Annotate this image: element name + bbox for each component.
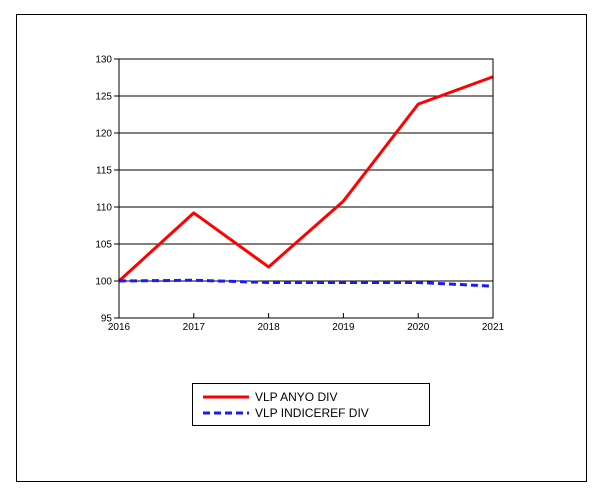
series-line-vlp-anyo-div — [117, 75, 494, 283]
y-tick-label: 115 — [96, 166, 112, 177]
legend-label: VLP INDICEREF DIV — [255, 406, 369, 420]
x-tick-label: 2020 — [407, 322, 430, 333]
legend: VLP ANYO DIV VLP INDICEREF DIV — [192, 383, 430, 426]
legend-item-vlp-indiceref-div: VLP INDICEREF DIV — [203, 405, 369, 421]
y-tick-label: 95 — [101, 314, 113, 325]
y-tick-label: 100 — [95, 277, 112, 288]
y-axis-ticks: 95 100 105 110 115 120 125 130 — [95, 55, 119, 325]
y-tick-label: 105 — [95, 240, 112, 251]
x-tick-label: 2018 — [257, 322, 280, 333]
x-tick-label: 2021 — [482, 322, 505, 333]
legend-item-vlp-anyo-div: VLP ANYO DIV — [203, 389, 337, 405]
y-tick-label: 120 — [95, 129, 112, 140]
x-tick-label: 2017 — [183, 322, 206, 333]
y-tick-label: 130 — [95, 55, 112, 66]
gridlines — [119, 95, 493, 282]
series-lines — [117, 75, 494, 288]
x-tick-label: 2019 — [332, 322, 355, 333]
y-tick-label: 125 — [95, 92, 112, 103]
legend-swatch-blue-dashed — [203, 411, 249, 415]
legend-swatch-red-solid — [203, 395, 249, 399]
series-line-vlp-indiceref-div — [118, 278, 494, 288]
chart-frame: 95 100 105 110 115 120 125 130 2016 2017 2018 2019… — [16, 14, 587, 482]
plot-area-border — [118, 58, 494, 319]
legend-label: VLP ANYO DIV — [255, 390, 338, 404]
line-chart: 95 100 105 110 115 120 125 130 2016 2017 2018 2019… — [95, 55, 505, 334]
y-tick-label: 110 — [96, 203, 112, 214]
x-axis-ticks: 2016 2017 2018 2019 2020 2021 — [108, 313, 505, 333]
x-tick-label: 2016 — [108, 322, 131, 333]
